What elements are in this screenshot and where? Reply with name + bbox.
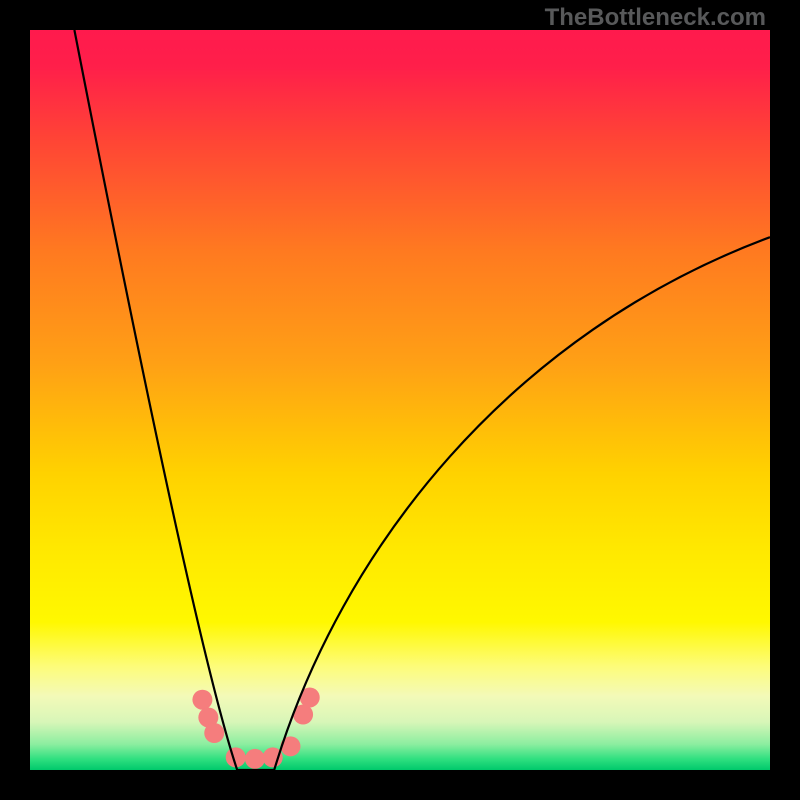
gradient-background xyxy=(30,30,770,770)
curve-marker xyxy=(204,723,224,743)
watermark-text: TheBottleneck.com xyxy=(545,4,766,32)
frame-bottom xyxy=(0,770,800,800)
frame-left xyxy=(0,0,30,800)
frame-right xyxy=(770,0,800,800)
curve-marker xyxy=(192,690,212,710)
curve-marker xyxy=(245,749,265,769)
bottleneck-chart xyxy=(30,30,770,770)
